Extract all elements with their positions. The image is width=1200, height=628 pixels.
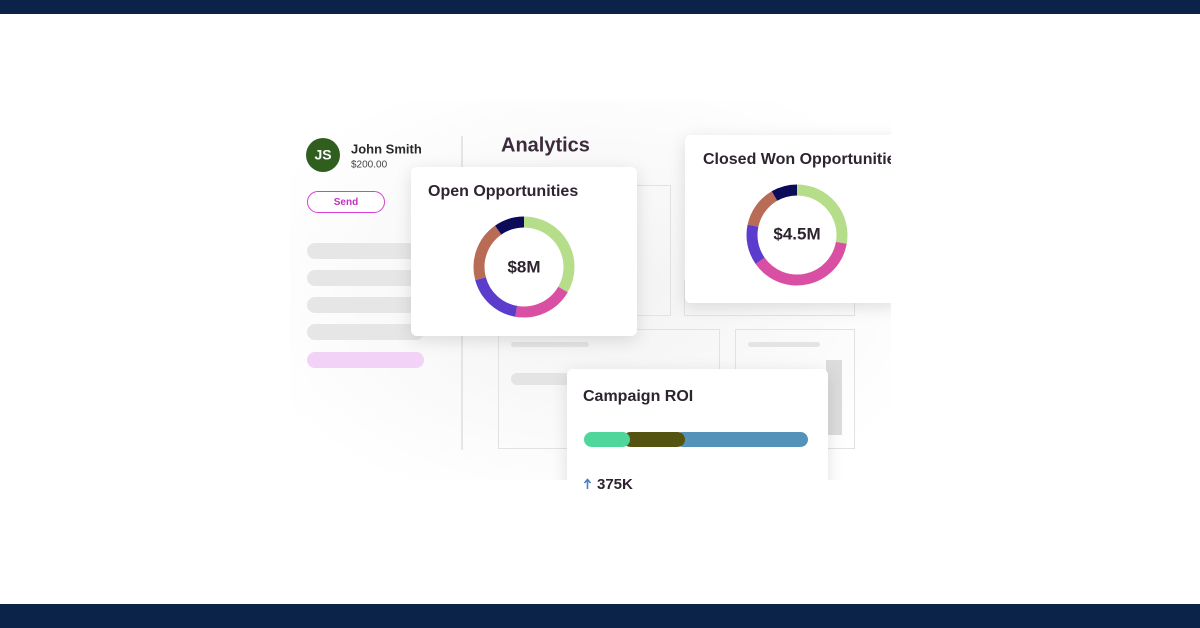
donut-segment [475,276,518,317]
contact-amount: $200.00 [351,160,388,171]
avatar [306,138,340,172]
donut-segment [495,216,525,235]
wire-line [748,342,820,347]
donut-value: $8M [507,257,540,276]
avatar-initials: JS [314,147,331,163]
send-button[interactable] [307,191,385,213]
donut-segment [746,224,765,264]
card-title: Open Opportunities [428,183,578,200]
send-label[interactable]: Send [334,197,358,208]
app-panel: JS John Smith $200.00 Send Analytics Ope… [290,100,905,480]
donut-segment [515,286,568,318]
donut-segment [747,191,778,228]
placeholder-bar [307,243,424,259]
top-band [0,0,1200,14]
donut-segment [523,216,575,293]
bottom-band [0,604,1200,628]
donut-value: $4.5M [773,224,820,243]
progress-segment [675,432,808,447]
up-arrow-icon [583,478,592,489]
donut-segment [473,225,502,281]
page-title: Analytics [501,134,590,156]
card [567,369,828,480]
donut-segment [771,184,798,201]
wire-block [826,360,842,435]
wire-line [511,342,589,347]
roi-value: 375K [597,476,633,493]
donut [746,184,848,286]
donut [473,216,575,318]
card-title: Closed Won Opportunities [703,151,905,168]
card [411,167,637,336]
placeholder-bar [307,270,424,286]
donut-segment [755,241,847,286]
placeholder-bar [307,297,424,313]
wire-line [511,373,581,385]
donut-segment [796,184,848,244]
card-title: Campaign ROI [583,388,693,405]
progress-segment [584,432,630,447]
progress-segment [623,432,685,447]
placeholder-bar-active [307,352,424,368]
placeholder-bar [307,324,424,340]
contact-name: John Smith [351,141,422,156]
